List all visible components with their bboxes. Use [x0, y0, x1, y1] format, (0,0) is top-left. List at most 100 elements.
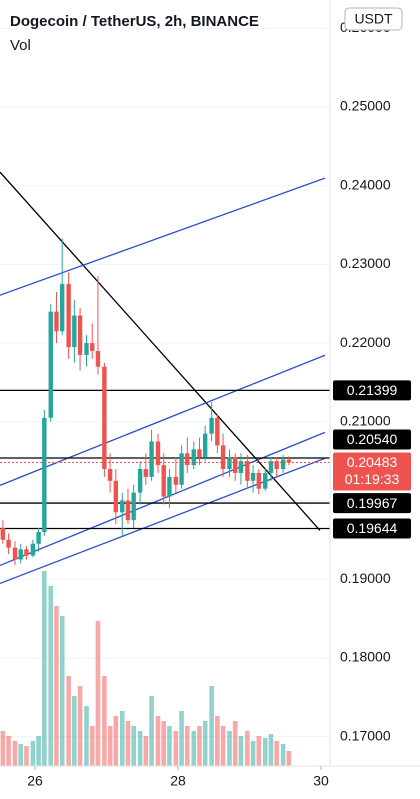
volume-bar	[286, 751, 292, 766]
volume-bar	[59, 616, 65, 766]
volume-bar	[191, 731, 197, 766]
y-tick-label: 0.22000	[340, 334, 391, 350]
volume-bar	[72, 696, 77, 766]
volume-bar	[48, 586, 54, 766]
plot-area	[0, 27, 330, 766]
level-label-box	[333, 518, 411, 539]
volume-bar	[119, 711, 125, 766]
candle-body	[268, 461, 274, 473]
y-tick-label: 0.19000	[340, 570, 391, 586]
level-label-box	[333, 493, 411, 514]
y-tick-label: 0.21000	[340, 412, 391, 428]
candle-body	[120, 500, 125, 513]
volume-bar	[137, 731, 143, 766]
volume-bar	[161, 721, 167, 766]
volume-bar	[202, 721, 208, 766]
volume-bar	[113, 716, 119, 766]
volume-bar	[24, 746, 29, 766]
volume-bar	[95, 621, 101, 766]
y-tick-label: 0.23000	[340, 255, 391, 271]
volume-bar	[262, 738, 268, 766]
candle-body	[48, 311, 53, 418]
candle-body	[286, 459, 292, 463]
x-tick-label: 30	[313, 773, 329, 789]
currency-button[interactable]	[344, 7, 403, 31]
volume-bar	[66, 676, 71, 766]
candle-body	[24, 549, 29, 556]
candle-body	[95, 350, 101, 367]
x-tick-label: 28	[170, 773, 186, 789]
candle-body	[0, 528, 6, 540]
candle-body	[149, 441, 154, 477]
countdown-label: 01:19:33	[345, 471, 400, 487]
volume-bar	[238, 736, 244, 766]
candle-body	[250, 472, 256, 481]
y-tick-label: 0.25000	[340, 98, 391, 114]
volume-bar	[197, 726, 202, 766]
candle-body	[280, 459, 286, 470]
volume-bar	[167, 726, 172, 766]
volume-bar	[185, 726, 190, 766]
candle-body	[72, 315, 77, 348]
candle-body	[137, 469, 143, 493]
candle-body	[18, 549, 23, 560]
volume-bar	[173, 731, 179, 766]
candle-body	[167, 476, 172, 497]
volume-label: Vol	[10, 37, 31, 54]
candle-body	[173, 476, 179, 485]
x-tick-label: 26	[27, 773, 43, 789]
volume-bar	[107, 726, 113, 766]
volume-bar	[54, 606, 59, 766]
y-tick-label: 0.17000	[340, 727, 391, 743]
volume-bar	[125, 721, 131, 766]
candle-body	[90, 343, 95, 351]
trend-line	[0, 171, 321, 531]
candle-body	[84, 343, 89, 355]
level-label: 0.20540	[347, 431, 398, 447]
volume-bar	[245, 731, 250, 766]
candle-body	[227, 457, 232, 470]
current-price-box	[333, 452, 411, 491]
volume-bar	[30, 741, 36, 766]
candle-body	[36, 531, 41, 544]
volume-bar	[209, 686, 214, 766]
candle-body	[54, 311, 59, 332]
candle-body	[131, 492, 136, 521]
volume-bar	[0, 731, 6, 766]
candle-body	[12, 547, 18, 560]
volume-bar	[36, 736, 41, 766]
y-tick-label: 0.24000	[340, 176, 391, 192]
candle-body	[245, 461, 250, 481]
volume-bar	[179, 711, 184, 766]
candle-body	[59, 284, 65, 332]
volume-bar	[256, 736, 262, 766]
candle-body	[125, 500, 131, 521]
level-label: 0.19644	[347, 520, 398, 536]
currency-label[interactable]: USDT	[354, 11, 393, 27]
candle-body	[215, 417, 220, 446]
candle-body	[202, 433, 208, 458]
trend-line	[0, 354, 326, 486]
level-label-box	[333, 380, 411, 401]
candle-body	[191, 449, 196, 466]
volume-bar	[227, 731, 232, 766]
level-label-box	[333, 429, 411, 450]
volume-bar	[89, 726, 95, 766]
candle-body	[179, 453, 184, 485]
candle-body	[113, 480, 119, 513]
candle-body	[256, 472, 261, 489]
volume-bar	[280, 744, 286, 766]
candle-body	[185, 453, 190, 466]
volume-bar	[250, 741, 256, 766]
volume-bar	[215, 716, 220, 766]
candle-body	[274, 461, 279, 470]
trend-line	[0, 177, 326, 296]
candle-body	[155, 441, 161, 466]
volume-bar	[220, 726, 226, 766]
level-label: 0.19967	[347, 495, 398, 511]
candle-body	[263, 472, 268, 489]
candle-body	[42, 417, 47, 532]
level-label: 0.21399	[347, 382, 398, 398]
candle-body	[238, 461, 244, 473]
